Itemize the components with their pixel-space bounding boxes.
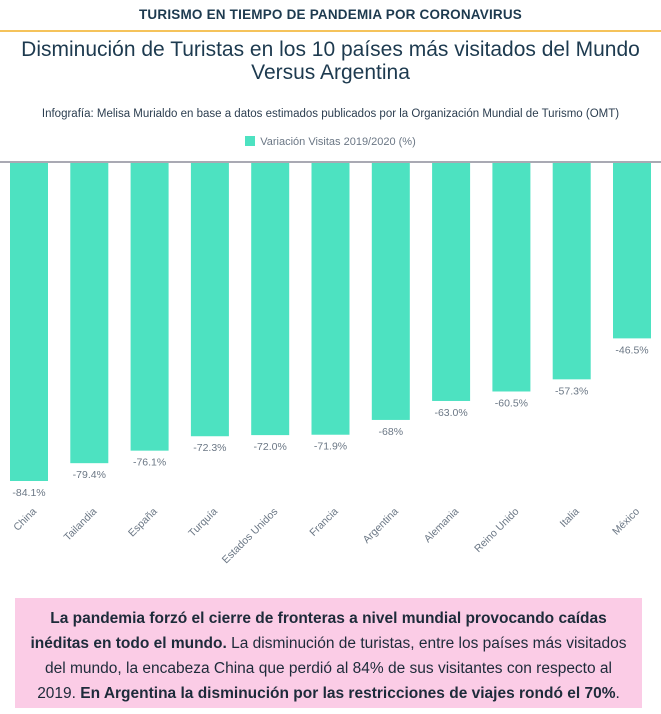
data-label: -71.9% — [314, 441, 347, 453]
note-text-1: La disminución de turistas, entre los pa… — [37, 635, 627, 702]
top-banner: TURISMO EN TIEMPO DE PANDEMIA POR CORONA… — [0, 0, 661, 32]
data-label: -79.4% — [73, 469, 106, 481]
bar-italia — [552, 162, 591, 380]
data-label: -57.3% — [555, 385, 588, 397]
data-label: -60.5% — [495, 397, 528, 409]
summary-note: La pandemia forzó el cierre de fronteras… — [15, 598, 642, 708]
data-label: -68% — [379, 426, 404, 438]
x-tick-label: China — [11, 506, 39, 534]
note-bold-1: La pandemia forzó el cierre de fronteras… — [30, 610, 607, 652]
bar-reino-unido — [492, 162, 531, 392]
data-label: -46.5% — [615, 344, 648, 356]
legend: Variación Visitas 2019/2020 (%) — [0, 136, 661, 148]
bar-tailandia — [70, 162, 109, 464]
bar-chart: -84.1% China -79.4% Tailandia -76.1% España -7… — [0, 161, 661, 566]
x-tick-label: Francia — [307, 506, 340, 539]
chart-title: Disminución de Turistas en los 10 países… — [21, 38, 640, 84]
kicker: TURISMO EN TIEMPO DE PANDEMIA POR CORONA… — [138, 7, 523, 22]
data-label: -63.0% — [434, 407, 467, 419]
x-tick-label: Alemania — [422, 506, 462, 546]
x-tick-label: Estados Unidos — [220, 506, 280, 566]
legend-label: Variación Visitas 2019/2020 (%) — [260, 136, 416, 148]
data-label: -84.1% — [12, 487, 45, 499]
data-label: -72.0% — [254, 441, 287, 453]
bar-méxico — [613, 162, 651, 339]
note-text-2: . — [615, 685, 620, 702]
bar-estados-unidos — [251, 162, 290, 436]
x-tick-label: Turquía — [186, 506, 220, 540]
x-tick-label: Argentina — [361, 506, 401, 546]
x-tick-label: Tailandia — [62, 506, 100, 544]
legend-swatch — [245, 136, 256, 146]
x-tick-label: España — [126, 506, 160, 540]
data-label: -76.1% — [133, 457, 166, 469]
note-bold-2: En Argentina la disminución por las rest… — [80, 685, 616, 702]
x-tick-label: Italia — [558, 506, 582, 530]
chart-subtitle: Infografía: Melisa Murialdo en base a da… — [41, 108, 620, 120]
bar-china — [10, 162, 48, 481]
bar-turquía — [190, 162, 229, 437]
x-tick-label: México — [610, 506, 642, 538]
bar-alemania — [432, 162, 471, 401]
data-label: -72.3% — [193, 442, 226, 454]
bar-argentina — [371, 162, 410, 420]
bar-francia — [311, 162, 350, 435]
bar-españa — [130, 162, 169, 451]
x-tick-label: Reino Unido — [472, 506, 521, 555]
